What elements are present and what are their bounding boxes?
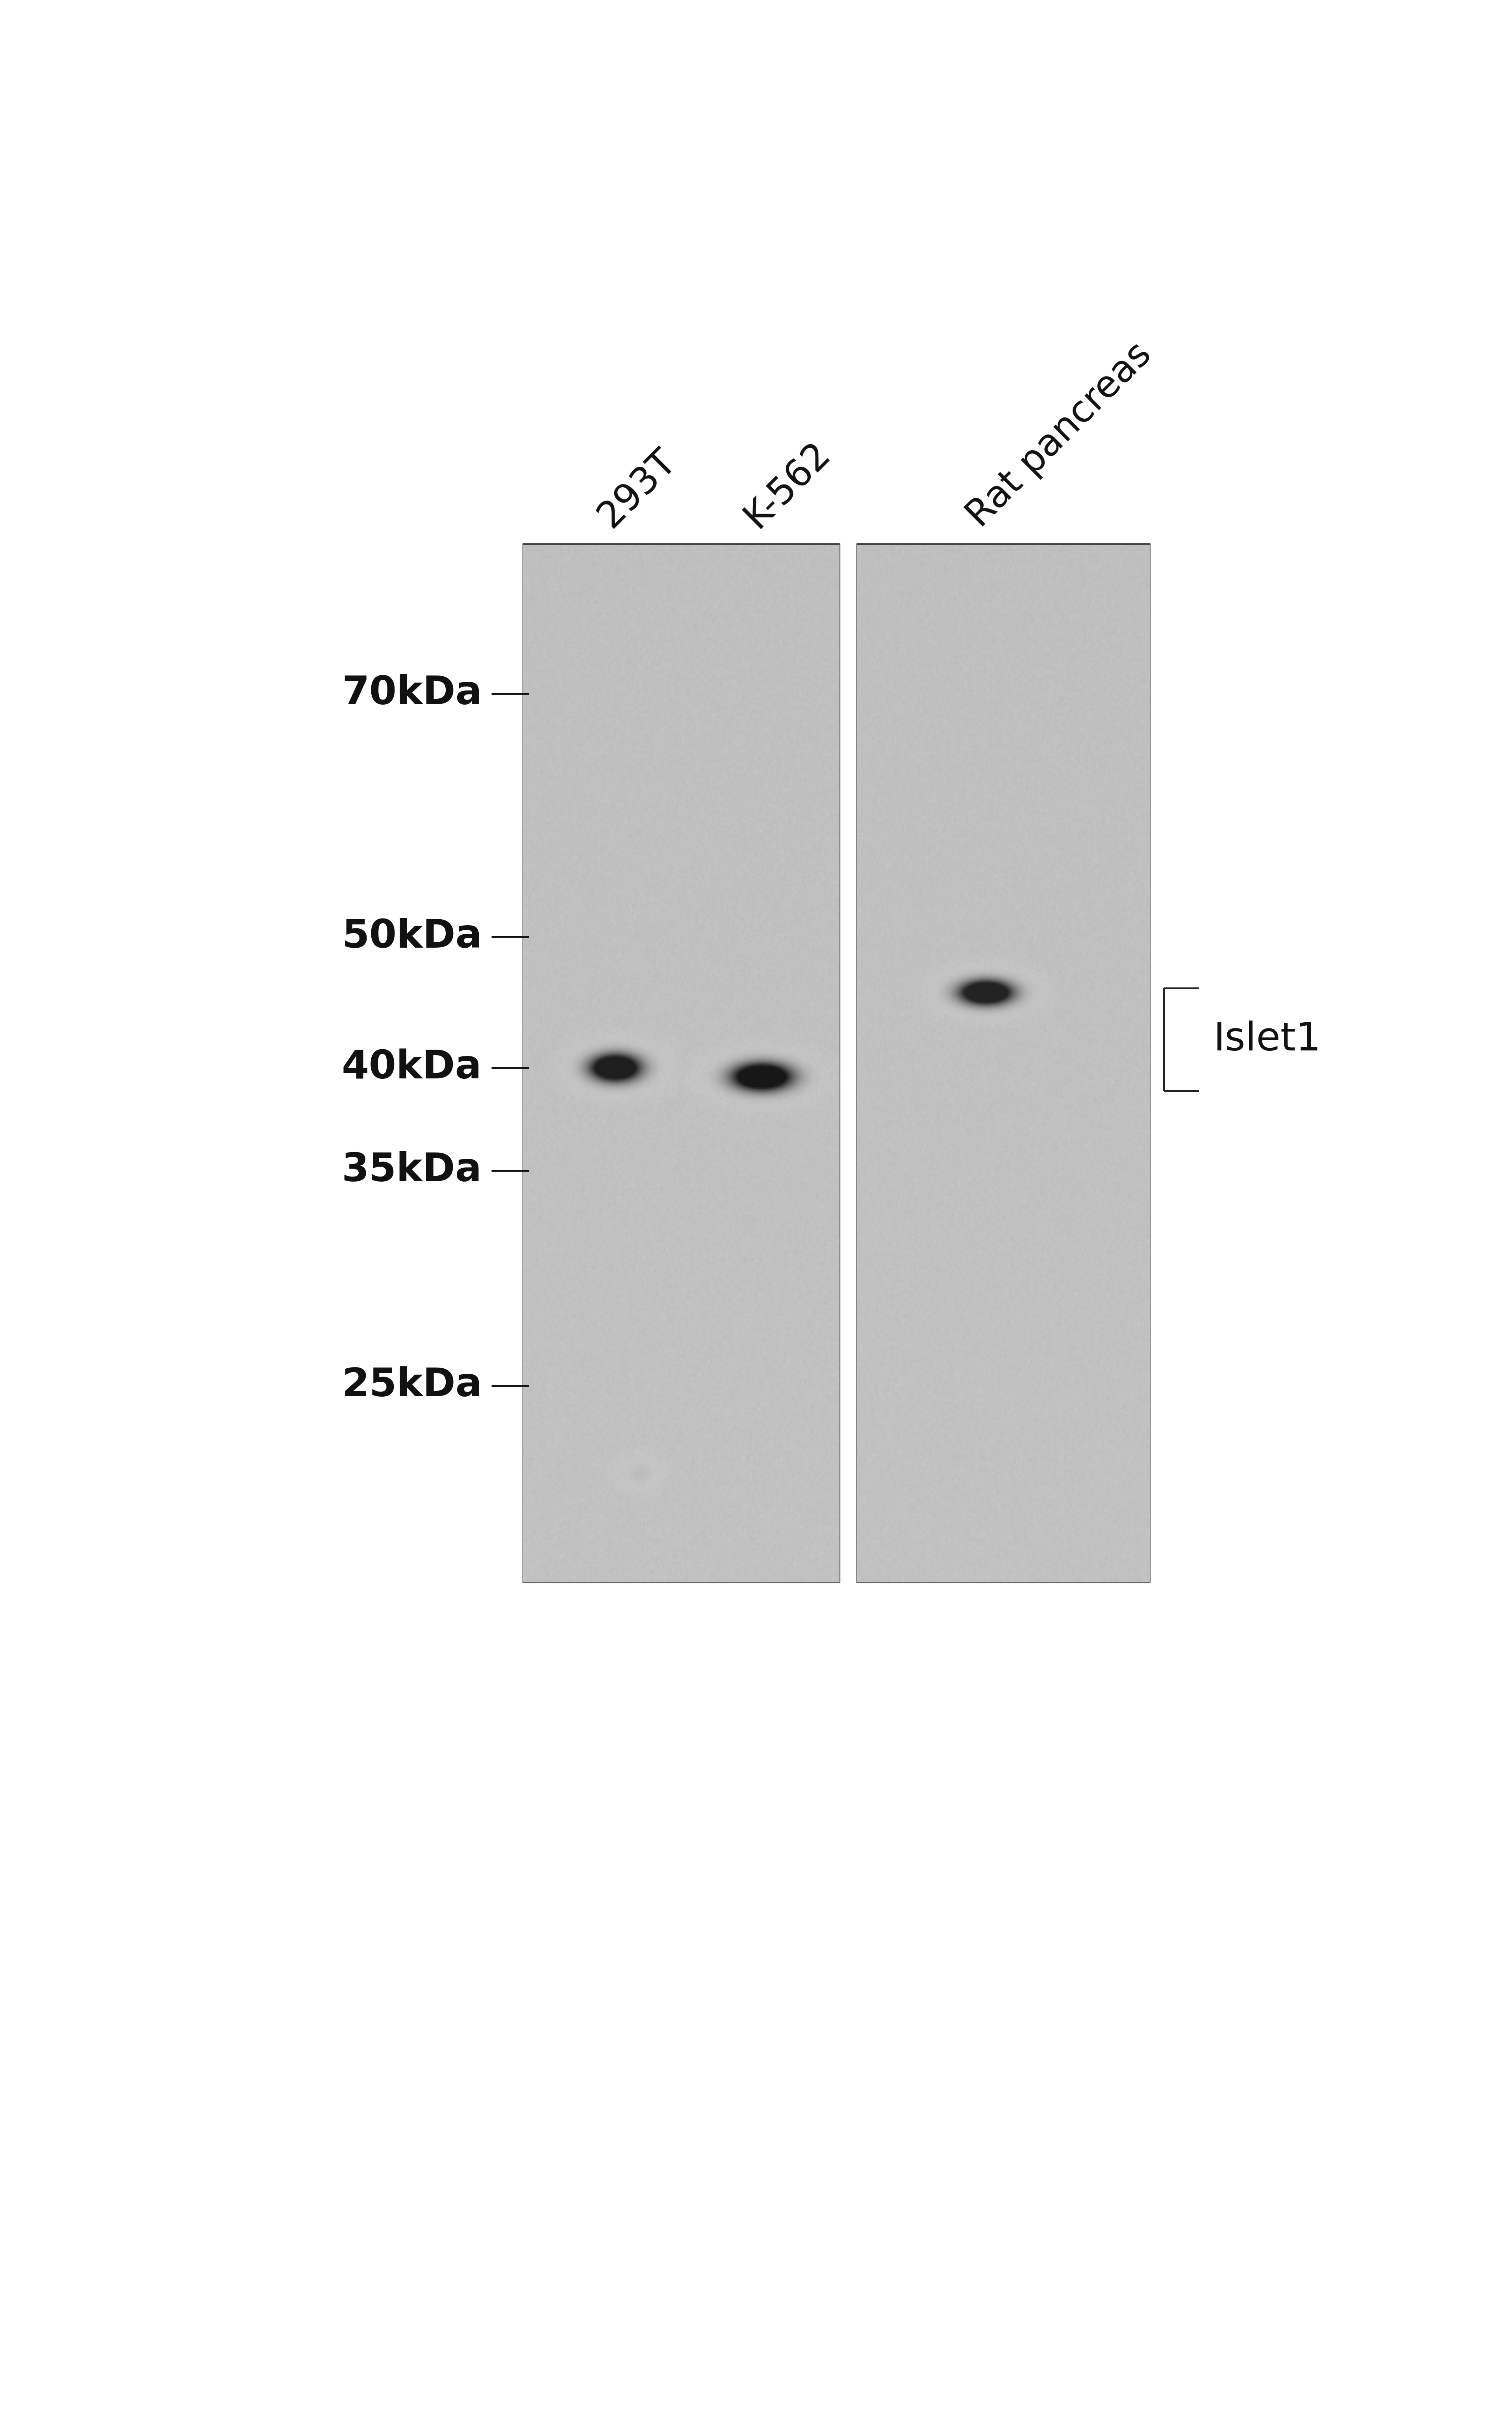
Text: 50kDa: 50kDa — [342, 918, 482, 957]
Text: Islet1: Islet1 — [1213, 1020, 1321, 1059]
Text: 25kDa: 25kDa — [342, 1368, 482, 1404]
Text: 40kDa: 40kDa — [342, 1049, 482, 1086]
Text: 35kDa: 35kDa — [342, 1151, 482, 1190]
Text: 293T: 293T — [591, 442, 683, 534]
Text: Rat pancreas: Rat pancreas — [960, 335, 1158, 534]
Bar — [857, 544, 1149, 1581]
Text: K-562: K-562 — [738, 435, 838, 534]
Bar — [523, 544, 839, 1581]
Text: 70kDa: 70kDa — [342, 675, 482, 712]
